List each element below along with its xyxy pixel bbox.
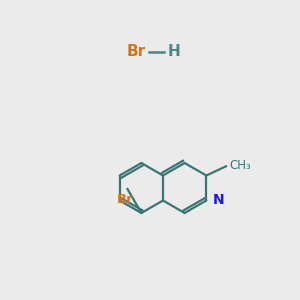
Text: N: N (212, 194, 224, 208)
Text: Br: Br (126, 44, 146, 59)
Text: Br: Br (117, 193, 134, 206)
Text: H: H (168, 44, 180, 59)
Text: CH₃: CH₃ (229, 159, 251, 172)
